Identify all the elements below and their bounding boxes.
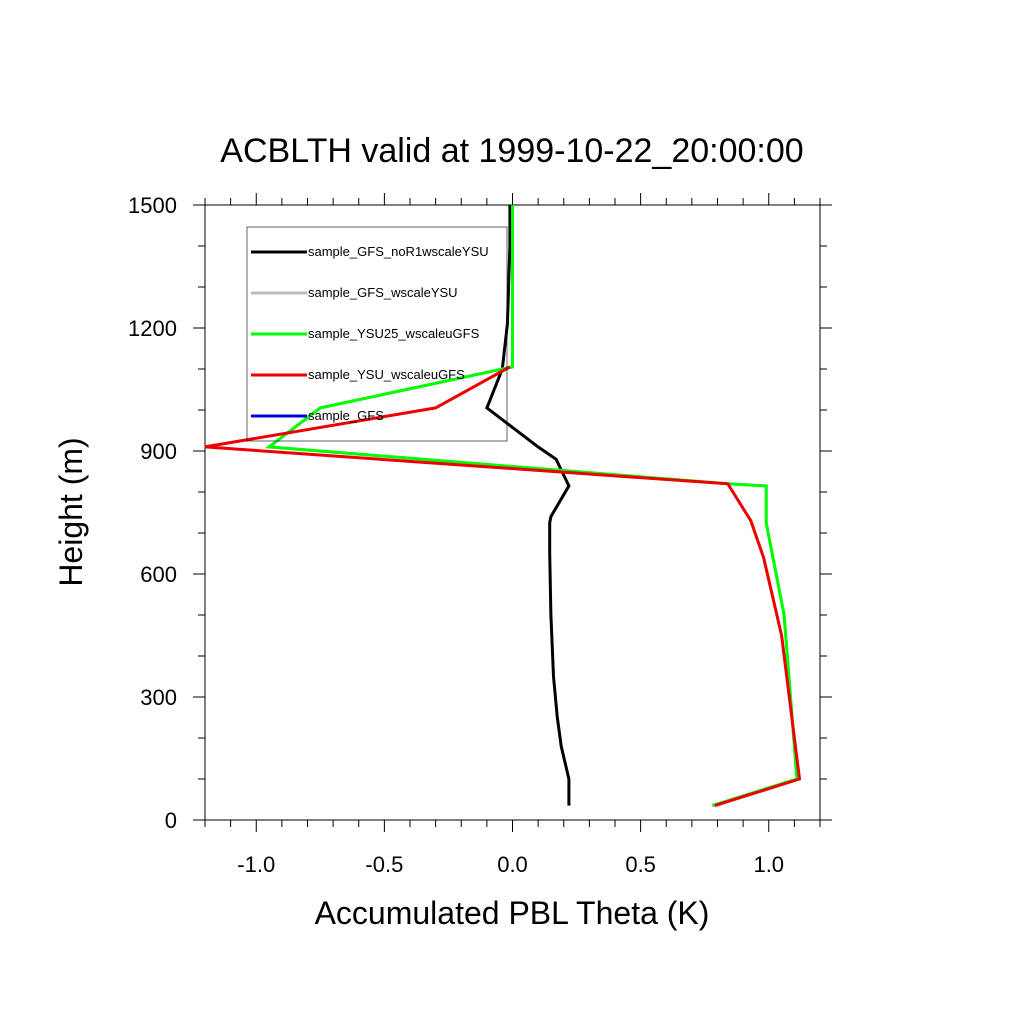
y-tick-label: 900 bbox=[140, 439, 177, 464]
series-lines bbox=[204, 205, 802, 808]
y-tick-label: 1200 bbox=[128, 316, 177, 341]
series-line-1 bbox=[485, 205, 571, 806]
legend-box bbox=[246, 226, 508, 442]
chart-title: ACBLTH valid at 1999-10-22_20:00:00 bbox=[220, 132, 803, 170]
axes: -1.0 -0.5 0.0 0.5 1.0 0 300 600 900 1200 1500 bbox=[128, 193, 832, 877]
y-axis-label: Height (m) bbox=[53, 437, 89, 586]
x-axis-label: Accumulated PBL Theta (K) bbox=[315, 895, 710, 931]
x-tick-label: 1.0 bbox=[753, 852, 784, 877]
legend: sample_GFS_noR1wscaleYSU sample_GFS_wscal… bbox=[246, 226, 508, 442]
legend-entry: sample_GFS_wscaleYSU bbox=[308, 285, 458, 300]
x-tick-label: 0.0 bbox=[497, 852, 528, 877]
x-tick-label: -0.5 bbox=[365, 852, 403, 877]
legend-entry: sample_GFS bbox=[308, 408, 384, 423]
series-line-4 bbox=[204, 365, 802, 808]
y-tick-label: 1500 bbox=[128, 193, 177, 218]
legend-entry: sample_YSU_wscaleuGFS bbox=[308, 367, 465, 382]
x-tick-label: 0.5 bbox=[625, 852, 656, 877]
y-tick-label: 300 bbox=[140, 685, 177, 710]
y-tick-label: 600 bbox=[140, 562, 177, 587]
legend-entry: sample_YSU25_wscaleuGFS bbox=[308, 326, 480, 341]
y-tick-label: 0 bbox=[165, 808, 177, 833]
legend-entry: sample_GFS_noR1wscaleYSU bbox=[308, 244, 489, 259]
x-tick-label: -1.0 bbox=[237, 852, 275, 877]
